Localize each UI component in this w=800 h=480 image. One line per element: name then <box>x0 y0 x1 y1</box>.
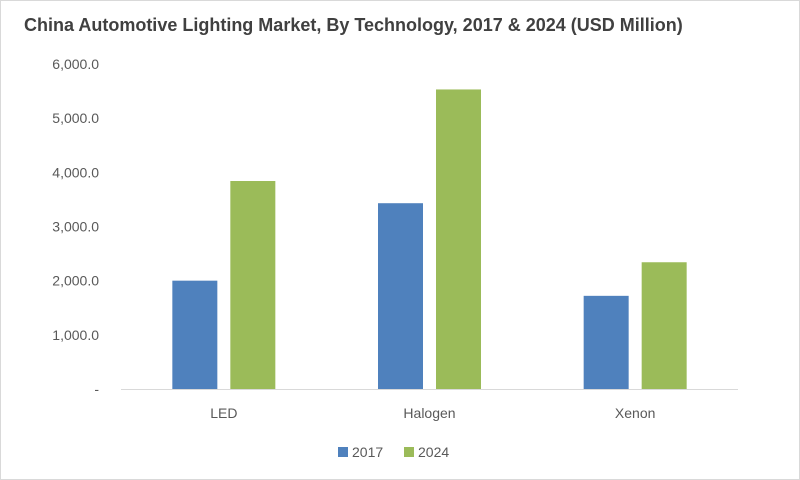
legend-label: 2017 <box>352 444 383 460</box>
legend-label: 2024 <box>418 444 449 460</box>
y-tick-label: - <box>94 381 99 397</box>
bar-led-2017 <box>172 280 218 389</box>
y-tick-label: 5,000.0 <box>52 110 99 126</box>
legend-swatch-2024 <box>404 447 414 457</box>
chart-title: China Automotive Lighting Market, By Tec… <box>24 15 683 35</box>
x-tick-label: Xenon <box>615 405 655 421</box>
y-tick-label: 3,000.0 <box>52 219 99 235</box>
x-tick-label: Halogen <box>403 405 455 421</box>
bar-xenon-2024 <box>641 262 687 389</box>
y-tick-label: 2,000.0 <box>52 273 99 289</box>
y-tick-label: 4,000.0 <box>52 164 99 180</box>
bar-xenon-2017 <box>583 295 629 389</box>
x-tick-label: LED <box>210 405 237 421</box>
y-tick-label: 6,000.0 <box>52 56 99 72</box>
bar-halogen-2024 <box>436 89 481 389</box>
legend-swatch-2017 <box>338 447 348 457</box>
y-tick-label: 1,000.0 <box>52 327 99 343</box>
bar-halogen-2017 <box>378 203 423 389</box>
bar-led-2024 <box>230 181 276 389</box>
